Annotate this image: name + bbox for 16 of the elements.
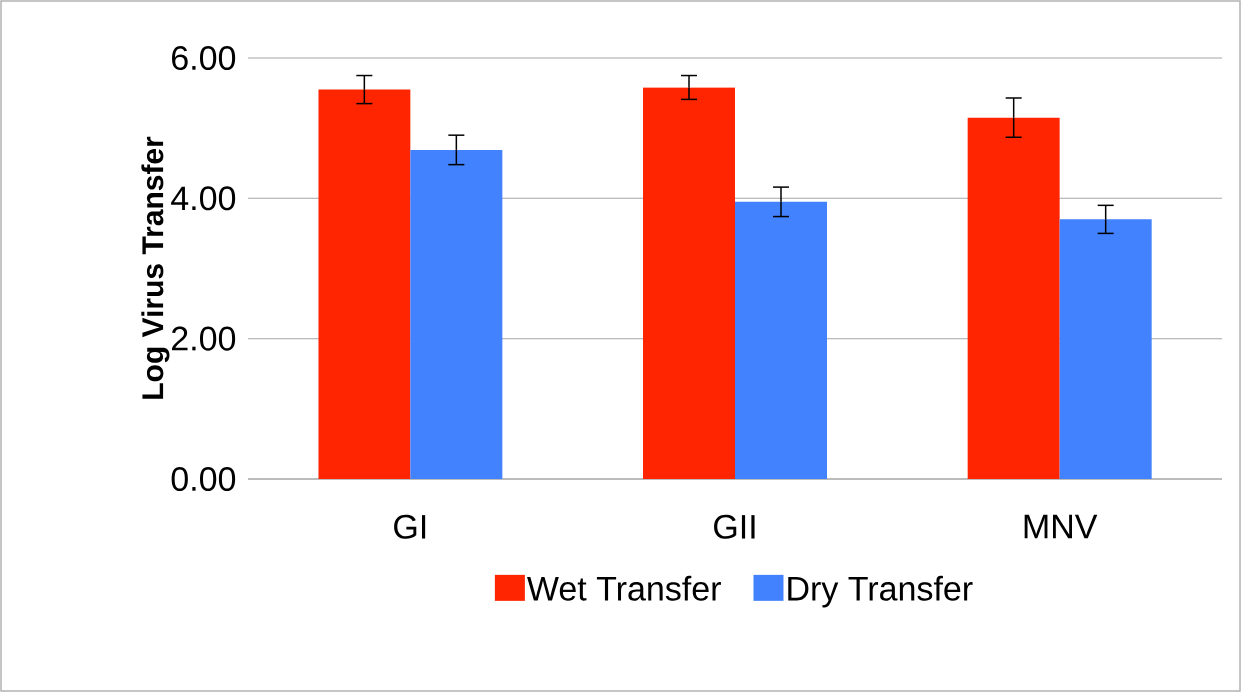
y-tick-label: 0.00 [171, 466, 236, 492]
bar [1059, 219, 1152, 479]
x-tick-label: GI [394, 514, 426, 539]
y-axis-title: Log Virus Transfer [141, 136, 170, 399]
legend-label: Dry Transfer [788, 575, 973, 608]
legend-label: Wet Transfer [527, 575, 721, 601]
y-tick-label: 2.00 [172, 326, 236, 351]
y-tick-label: 6.00 [172, 45, 236, 71]
y-tick-label: 4.00 [171, 186, 236, 211]
bar [410, 149, 503, 479]
bar [318, 89, 411, 479]
bar [967, 117, 1060, 479]
bar [735, 201, 828, 479]
x-tick-label: GII [714, 514, 755, 539]
x-tick-label: MNV [1024, 514, 1098, 539]
bar [643, 87, 736, 479]
